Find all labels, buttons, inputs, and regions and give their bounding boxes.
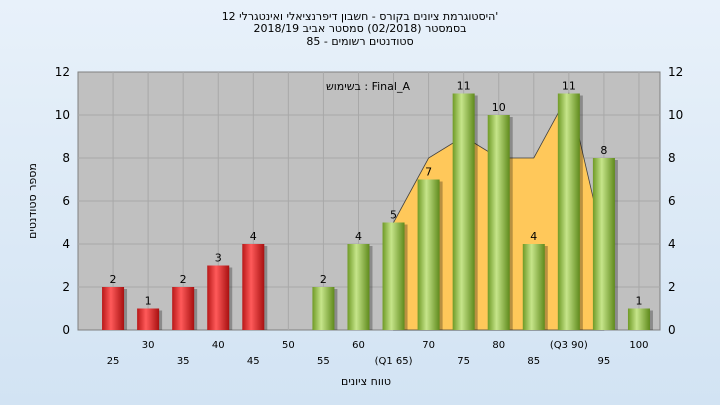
- x-tick-100: 100: [629, 340, 648, 351]
- x-axis-title: טווח ציונים: [341, 375, 391, 388]
- x-tick-95: 95: [598, 356, 611, 367]
- x-tick-40: 40: [212, 340, 225, 351]
- chart-title: היסטוגרמת ציונים בקורס - חשבון דיפרנציאל…: [222, 10, 499, 48]
- bar-value-label-70: 7: [425, 166, 432, 179]
- x-tick-25: 25: [107, 356, 120, 367]
- x-tick-65: (Q1 65): [375, 356, 413, 367]
- y-tick-left-12: 12: [55, 65, 70, 79]
- y-tick-right-12: 12: [668, 65, 683, 79]
- x-tick-45: 45: [247, 356, 260, 367]
- bar-25: [102, 287, 125, 330]
- bar-value-label-55: 2: [320, 273, 327, 286]
- x-tick-30: 30: [142, 340, 155, 351]
- y-axis-right-ticks: 0 2 4 6 8 10 12: [668, 65, 683, 337]
- bar-value-label-35: 2: [180, 273, 187, 286]
- x-tick-85: 85: [527, 356, 540, 367]
- x-tick-55: 55: [317, 356, 330, 367]
- title-line-3: סטודנטים רשומים - 85: [306, 35, 413, 48]
- y-tick-left-2: 2: [62, 280, 70, 294]
- bar-60: [347, 244, 370, 330]
- bar-value-label-95: 8: [600, 144, 607, 157]
- bar-75: [452, 93, 475, 330]
- bar-value-label-45: 4: [250, 230, 257, 243]
- x-axis-ticks: 25 30 35 40 45 50 55 60 (Q1 65) 70 75 80 85 (Q3 90) 95…: [107, 340, 649, 367]
- y-axis-left-ticks: 0 2 4 6 8 10 12: [55, 65, 70, 337]
- x-tick-75: 75: [457, 356, 470, 367]
- y-tick-right-10: 10: [668, 108, 683, 122]
- bar-70: [417, 179, 440, 330]
- bar-value-label-90: 11: [562, 80, 576, 93]
- bar-value-label-30: 1: [145, 295, 152, 308]
- x-tick-80: 80: [492, 340, 505, 351]
- value-labels: 2 1 2 3 4 2 4 5 7 11 10 4 11 8 1: [110, 80, 643, 308]
- x-tick-70: 70: [422, 340, 435, 351]
- y-tick-right-6: 6: [668, 194, 676, 208]
- y-axis-title: מספר סטודנטים: [26, 163, 39, 239]
- bar-40: [207, 265, 230, 330]
- bar-55: [312, 287, 335, 330]
- y-tick-right-0: 0: [668, 323, 676, 337]
- bar-value-label-75: 11: [457, 80, 471, 93]
- y-tick-right-4: 4: [668, 237, 676, 251]
- y-tick-left-6: 6: [62, 194, 70, 208]
- y-tick-left-4: 4: [62, 237, 70, 251]
- bar-value-label-40: 3: [215, 252, 222, 265]
- title-line-1: היסטוגרמת ציונים בקורס - חשבון דיפרנציאל…: [222, 10, 499, 23]
- bar-95: [592, 158, 615, 330]
- bars: [102, 93, 653, 330]
- bar-45: [242, 244, 265, 330]
- bar-value-label-25: 2: [110, 273, 117, 286]
- bar-85: [522, 244, 545, 330]
- y-tick-left-10: 10: [55, 108, 70, 122]
- bar-80: [487, 115, 510, 330]
- x-tick-35: 35: [177, 356, 190, 367]
- bar-value-label-65: 5: [390, 209, 397, 222]
- bar-value-label-80: 10: [492, 101, 506, 114]
- bar-90: [557, 93, 580, 330]
- bar-value-label-60: 4: [355, 230, 362, 243]
- y-tick-left-8: 8: [62, 151, 70, 165]
- title-line-2: בסמסטר (02/2018) סמסטר אביב 2018/19: [253, 22, 466, 35]
- bar-30: [137, 308, 160, 330]
- x-tick-50: 50: [282, 340, 295, 351]
- y-tick-right-8: 8: [668, 151, 676, 165]
- x-tick-60: 60: [352, 340, 365, 351]
- y-tick-left-0: 0: [62, 323, 70, 337]
- bar-100: [627, 308, 650, 330]
- y-tick-right-2: 2: [668, 280, 676, 294]
- x-tick-90: (Q3 90): [550, 340, 588, 351]
- bar-value-label-100: 1: [635, 295, 642, 308]
- bar-65: [382, 222, 405, 330]
- bar-35: [172, 287, 195, 330]
- bar-value-label-85: 4: [530, 230, 537, 243]
- legend-text: בשימוש : Final_A: [326, 80, 410, 93]
